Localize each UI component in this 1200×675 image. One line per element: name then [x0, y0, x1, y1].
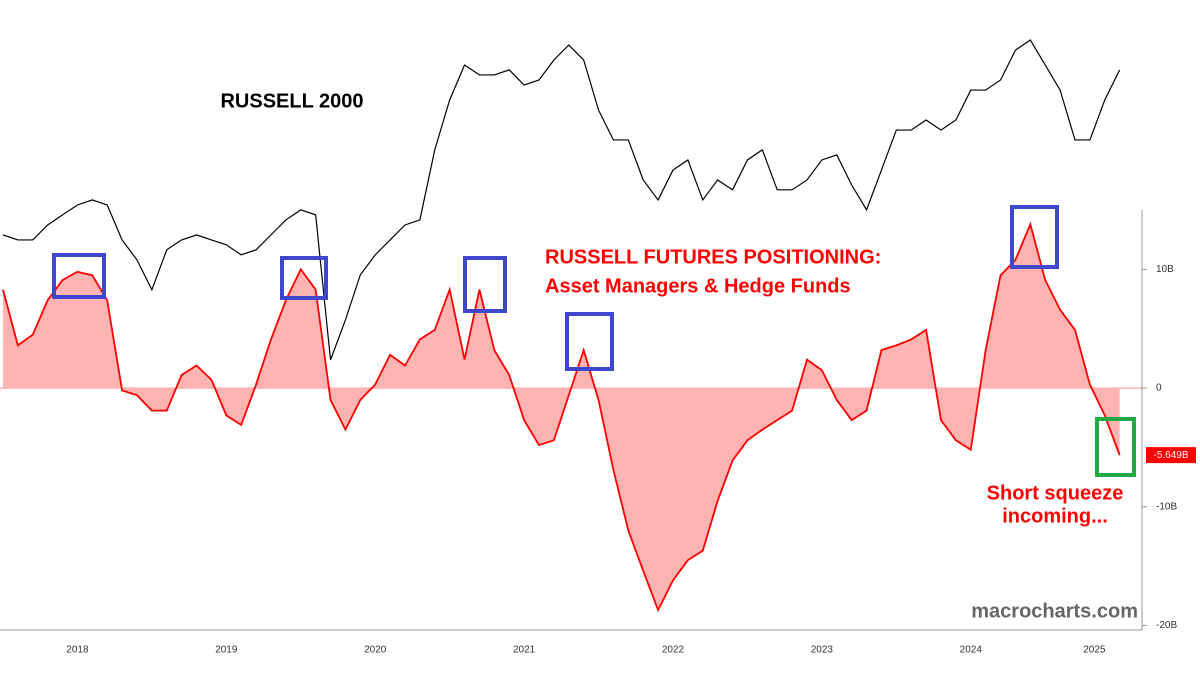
x-tick-label: 2019	[215, 645, 238, 656]
y-tick-label: 0	[1156, 383, 1162, 394]
box	[565, 312, 614, 371]
x-tick-label: 2023	[811, 645, 834, 656]
value-badge	[1146, 447, 1196, 464]
box	[280, 256, 328, 300]
subtitle: Asset Managers & Hedge Funds	[545, 275, 851, 297]
plot	[0, 39, 1142, 613]
x-tick-label: 2020	[364, 645, 387, 656]
annotation: incoming...	[1002, 505, 1108, 527]
value-label: -5.649B	[1153, 450, 1188, 461]
source: macrocharts.com	[971, 600, 1138, 622]
highlight-boxes	[52, 205, 1136, 477]
box	[1095, 417, 1136, 477]
chart-title: RUSSELL 2000	[220, 90, 363, 112]
x-tick-label: 2022	[662, 645, 685, 656]
y-tick-label: -10B	[1156, 501, 1177, 512]
series-line	[2, 39, 1121, 361]
x-tick-label: 2018	[66, 645, 89, 656]
y-tick-label: -20B	[1156, 620, 1177, 631]
x-tick-label: 2021	[513, 645, 536, 656]
x-tick-label: 2024	[960, 645, 983, 656]
subtitle: RUSSELL FUTURES POSITIONING:	[545, 246, 881, 268]
x-tick-label: 2025	[1083, 645, 1106, 656]
annotation: Short squeeze	[987, 482, 1124, 504]
series-line	[2, 221, 1121, 613]
box	[463, 256, 507, 313]
box	[52, 253, 106, 299]
y-tick-label: 10B	[1156, 264, 1174, 275]
box	[1010, 205, 1059, 269]
